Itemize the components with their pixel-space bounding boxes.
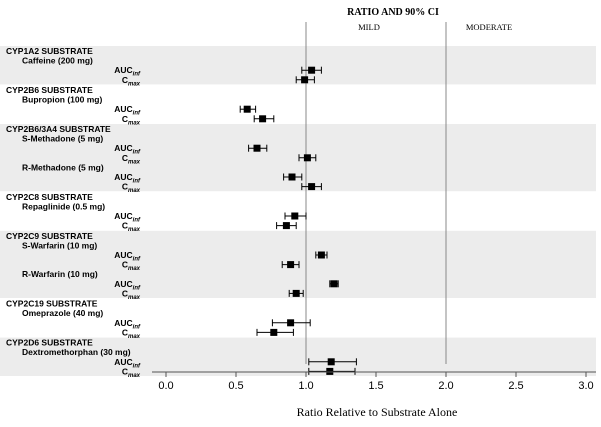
group-band bbox=[0, 337, 596, 376]
group-header-label: CYP1A2 SUBSTRATE bbox=[6, 46, 93, 56]
point-estimate bbox=[253, 144, 261, 152]
x-tick-label: 1.5 bbox=[368, 380, 383, 392]
drug-label: S-Methadone (5 mg) bbox=[22, 134, 103, 144]
drug-label: R-Methadone (5 mg) bbox=[22, 162, 104, 172]
metric-label: Cmax bbox=[122, 260, 141, 273]
metric-label: AUCinf bbox=[114, 318, 141, 331]
group-band bbox=[0, 124, 596, 192]
x-tick-label: 1.0 bbox=[298, 380, 313, 392]
point-estimate bbox=[330, 280, 338, 288]
metric-label: Cmax bbox=[122, 366, 141, 379]
drug-label: Caffeine (200 mg) bbox=[22, 56, 93, 66]
group-header-label: CYP2C8 SUBSTRATE bbox=[6, 192, 93, 202]
point-estimate bbox=[287, 261, 295, 269]
group-bands bbox=[0, 46, 596, 376]
point-estimate bbox=[282, 222, 290, 230]
group-header-label: CYP2B6/3A4 SUBSTRATE bbox=[6, 124, 111, 134]
point-estimate bbox=[291, 212, 299, 220]
metric-label: AUCinf bbox=[114, 143, 141, 156]
point-estimate bbox=[327, 358, 335, 366]
x-axis: 0.0 0.5 1.0 1.5 2.0 2.5 3.0 bbox=[152, 371, 596, 392]
group-header-label: CYP2C9 SUBSTRATE bbox=[6, 231, 93, 241]
metric-label: Cmax bbox=[122, 114, 141, 127]
point-estimate bbox=[243, 105, 251, 113]
metric-label: AUCinf bbox=[114, 104, 141, 117]
metric-label: AUCinf bbox=[114, 250, 141, 263]
data-marks bbox=[239, 66, 357, 375]
point-estimate bbox=[287, 319, 295, 327]
drug-label: Repaglinide (0.5 mg) bbox=[22, 201, 105, 211]
point-estimate bbox=[292, 289, 300, 297]
x-tick-label: 2.5 bbox=[508, 380, 523, 392]
x-tick-label: 0.5 bbox=[228, 380, 243, 392]
drug-label: Bupropion (100 mg) bbox=[22, 95, 102, 105]
group-header-label: CYP2D6 SUBSTRATE bbox=[6, 338, 93, 348]
region-label-mild: MILD bbox=[358, 22, 380, 32]
drug-label: Omeprazole (40 mg) bbox=[22, 308, 103, 318]
drug-label: Dextromethorphan (30 mg) bbox=[22, 347, 131, 357]
metric-label: AUCinf bbox=[114, 279, 141, 292]
group-band bbox=[0, 46, 596, 85]
metric-label: Cmax bbox=[122, 75, 141, 88]
chart-title: RATIO AND 90% CI bbox=[347, 7, 439, 18]
x-tick-label: 2.0 bbox=[438, 380, 453, 392]
metric-label: Cmax bbox=[122, 288, 141, 301]
point-estimate bbox=[308, 66, 316, 74]
point-estimate bbox=[259, 115, 267, 123]
point-estimate bbox=[317, 251, 325, 259]
drug-label: R-Warfarin (10 mg) bbox=[22, 269, 98, 279]
point-estimate bbox=[326, 367, 334, 375]
point-estimate bbox=[301, 76, 309, 84]
point-estimate bbox=[270, 328, 278, 336]
group-header-label: CYP2B6 SUBSTRATE bbox=[6, 85, 93, 95]
drug-label: S-Warfarin (10 mg) bbox=[22, 240, 97, 250]
point-estimate bbox=[303, 154, 311, 162]
point-estimate bbox=[288, 173, 296, 181]
region-label-moderate: MODERATE bbox=[466, 22, 512, 32]
x-tick-label: 0.0 bbox=[158, 380, 173, 392]
group-header-label: CYP2C19 SUBSTRATE bbox=[6, 299, 98, 309]
x-tick-label: 3.0 bbox=[578, 380, 593, 392]
metric-label: AUCinf bbox=[114, 172, 141, 185]
metric-label: AUCinf bbox=[114, 211, 141, 224]
metric-label: Cmax bbox=[122, 327, 141, 340]
metric-label: Cmax bbox=[122, 221, 141, 234]
metric-label: Cmax bbox=[122, 182, 141, 195]
metric-label: AUCinf bbox=[114, 357, 141, 370]
x-axis-title: Ratio Relative to Substrate Alone bbox=[297, 405, 458, 419]
point-estimate bbox=[308, 183, 316, 191]
metric-label: Cmax bbox=[122, 153, 141, 166]
metric-label: AUCinf bbox=[114, 65, 141, 78]
